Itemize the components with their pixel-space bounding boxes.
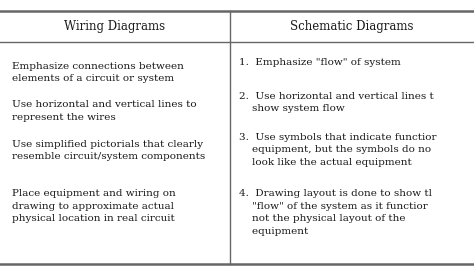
Text: Use horizontal and vertical lines to
represent the wires: Use horizontal and vertical lines to rep…: [12, 100, 197, 121]
Text: Place equipment and wiring on
drawing to approximate actual
physical location in: Place equipment and wiring on drawing to…: [12, 189, 175, 223]
Text: 4.  Drawing layout is done to show tl
    "flow" of the system as it functior
  : 4. Drawing layout is done to show tl "fl…: [239, 189, 432, 236]
Text: Wiring Diagrams: Wiring Diagrams: [64, 20, 165, 33]
Text: Emphasize connections between
elements of a circuit or system: Emphasize connections between elements o…: [12, 62, 184, 83]
Text: 2.  Use horizontal and vertical lines t
    show system flow: 2. Use horizontal and vertical lines t s…: [239, 92, 434, 113]
Text: Use simplified pictorials that clearly
resemble circuit/system components: Use simplified pictorials that clearly r…: [12, 140, 205, 161]
Text: Schematic Diagrams: Schematic Diagrams: [290, 20, 414, 33]
Text: 1.  Emphasize "flow" of system: 1. Emphasize "flow" of system: [239, 58, 401, 67]
Text: 3.  Use symbols that indicate functior
    equipment, but the symbols do no
    : 3. Use symbols that indicate functior eq…: [239, 133, 437, 167]
